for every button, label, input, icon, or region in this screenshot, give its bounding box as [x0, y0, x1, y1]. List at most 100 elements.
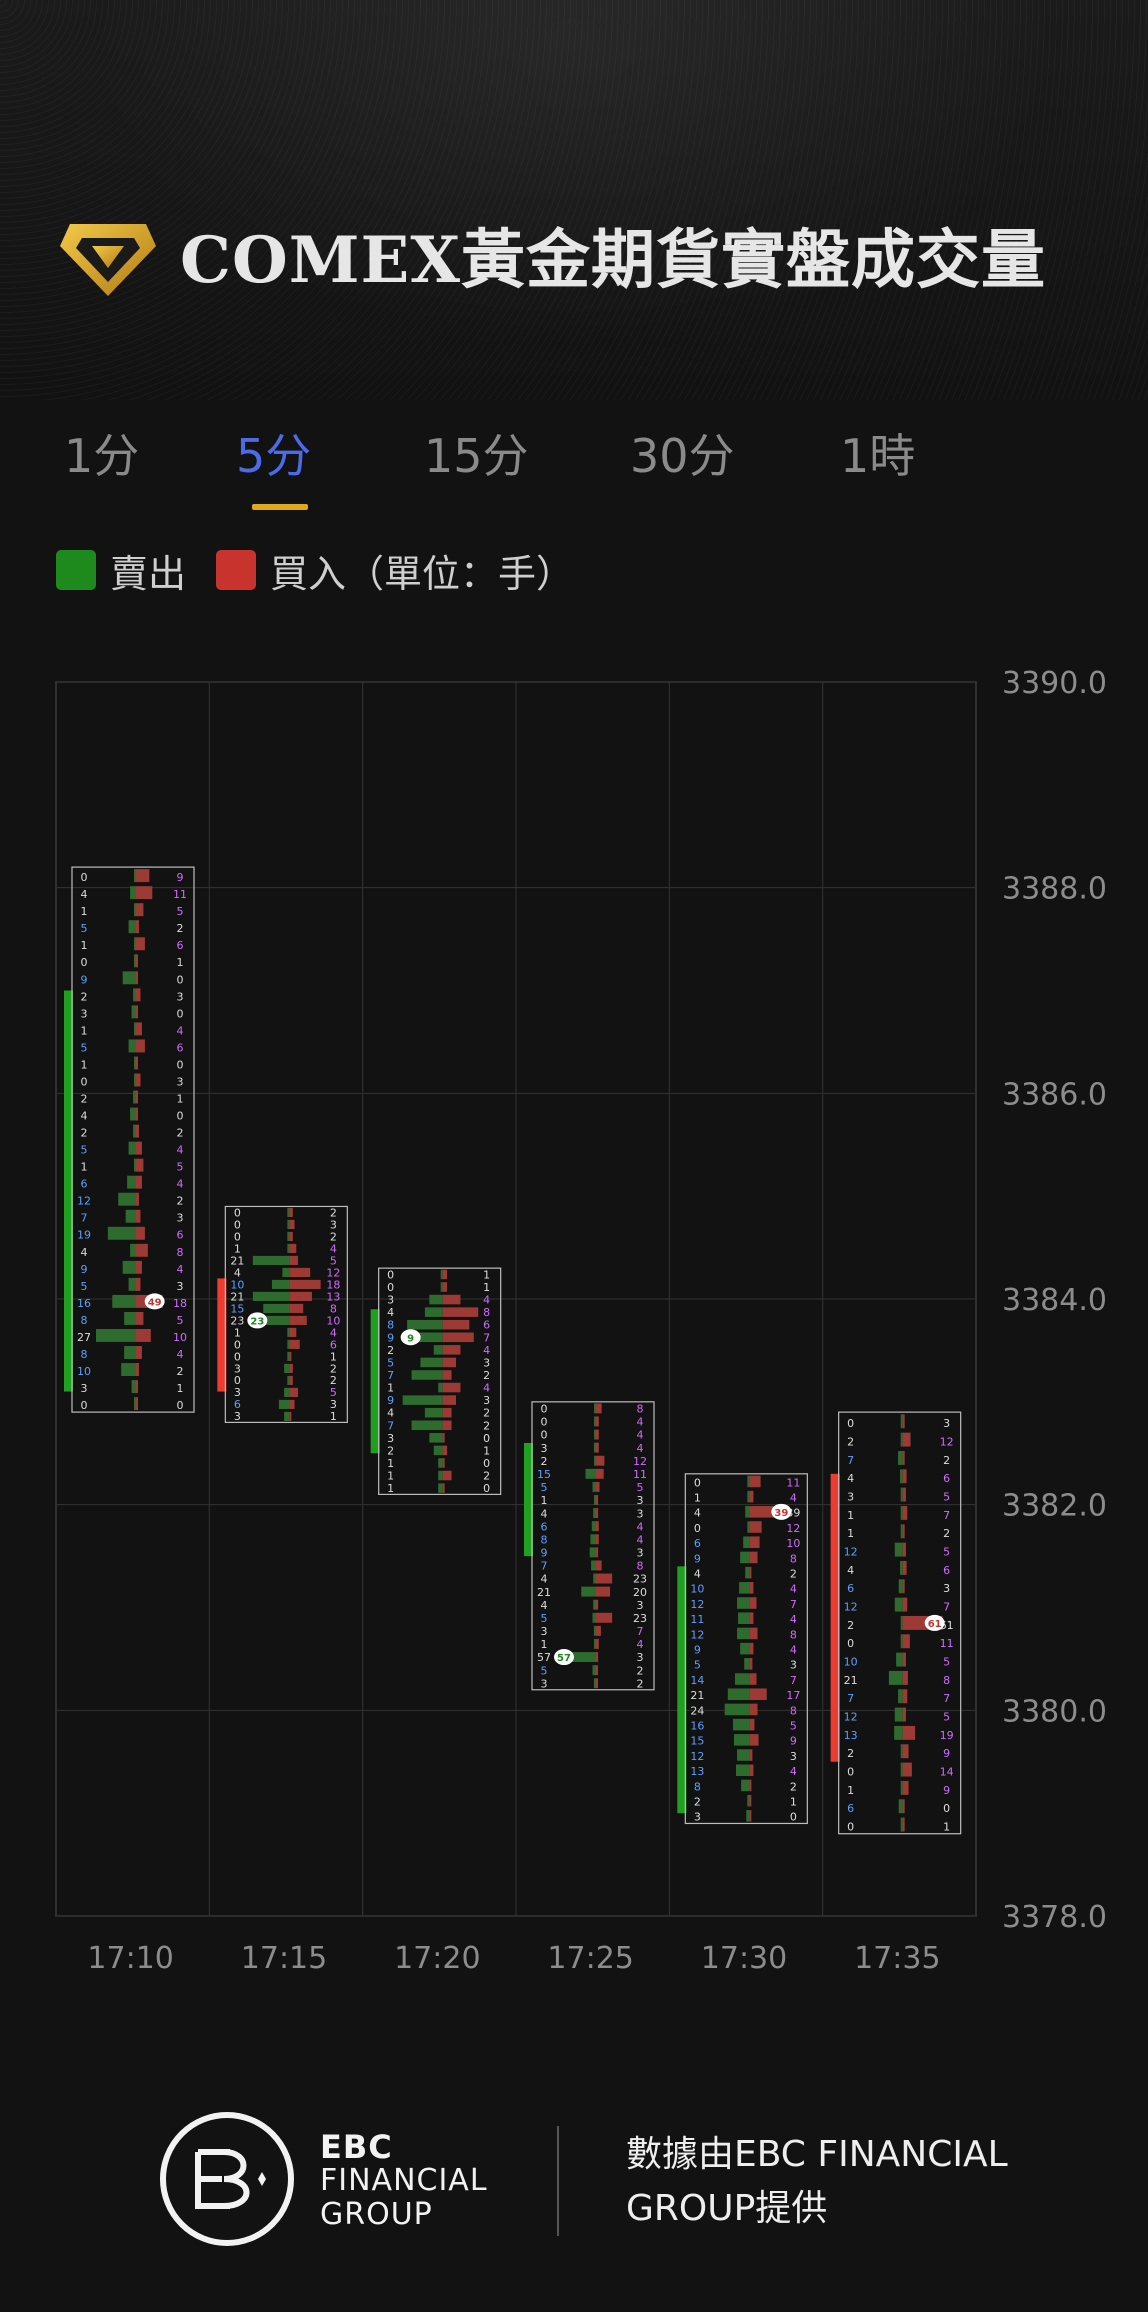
- sell-volume-label: 2: [387, 1444, 394, 1457]
- buy-volume-bar: [596, 1573, 613, 1584]
- sell-volume-label: 3: [387, 1432, 394, 1445]
- sell-volume-label: 12: [844, 1710, 858, 1723]
- buy-volume-label: 12: [940, 1435, 954, 1448]
- sell-volume-bar: [898, 1689, 903, 1704]
- tab-1m[interactable]: 1分: [64, 429, 140, 483]
- buy-volume-label: 3: [790, 1750, 797, 1763]
- sell-volume-bar: [590, 1534, 596, 1545]
- sell-volume-label: 21: [230, 1290, 244, 1303]
- buy-volume-label: 3: [177, 990, 184, 1003]
- buy-volume-label: 8: [790, 1552, 797, 1565]
- buy-volume-label: 1: [483, 1281, 490, 1294]
- sell-volume-bar: [747, 1521, 750, 1533]
- buy-volume-label: 5: [330, 1386, 337, 1399]
- sell-volume-bar: [96, 1329, 136, 1342]
- buy-volume-label: 2: [483, 1470, 490, 1483]
- footprint-box: [838, 1411, 962, 1835]
- sell-volume-label: 2: [81, 990, 88, 1003]
- sell-volume-label: 6: [694, 1537, 701, 1550]
- sell-volume-bar: [122, 971, 136, 985]
- sell-volume-label: 3: [81, 1007, 88, 1020]
- buy-volume-label: 2: [177, 1195, 184, 1208]
- sell-volume-label: 3: [234, 1410, 241, 1423]
- sell-volume-bar: [134, 1397, 136, 1411]
- buy-volume-label: 6: [177, 1041, 184, 1054]
- buy-volume-bar: [902, 1634, 910, 1649]
- sell-volume-bar: [128, 1277, 136, 1291]
- sell-volume-bar: [122, 1260, 136, 1274]
- buy-volume-bar: [442, 1395, 456, 1405]
- brand-line-1: EBC: [320, 2128, 393, 2166]
- buy-volume-bar: [136, 971, 138, 985]
- tab-5m[interactable]: 5分: [236, 429, 312, 483]
- buy-volume-bar: [136, 988, 141, 1002]
- y-tick-label: 3384.0: [1002, 1283, 1107, 1318]
- tab-15m[interactable]: 15分: [424, 429, 529, 483]
- buy-volume-label: 9: [943, 1784, 950, 1797]
- sell-volume-label: 0: [234, 1218, 241, 1231]
- sell-volume-label: 0: [234, 1338, 241, 1351]
- sell-volume-bar: [594, 1455, 596, 1466]
- buy-volume-bar: [902, 1469, 907, 1484]
- sell-volume-label: 1: [81, 905, 88, 918]
- max-volume-label: 23: [250, 1316, 264, 1327]
- candle-body: [830, 1473, 840, 1762]
- sell-volume-bar: [411, 1370, 443, 1380]
- sell-volume-label: 16: [77, 1297, 91, 1310]
- sell-volume-label: 4: [847, 1564, 854, 1577]
- sell-volume-bar: [900, 1560, 903, 1575]
- sell-volume-label: 1: [81, 1058, 88, 1071]
- sell-volume-label: 2: [541, 1455, 548, 1468]
- sell-volume-label: 24: [690, 1704, 704, 1717]
- sell-volume-label: 5: [81, 1041, 88, 1054]
- buy-volume-label: 7: [943, 1600, 950, 1613]
- buy-volume-label: 9: [943, 1747, 950, 1760]
- candle-body: [64, 990, 73, 1392]
- buy-volume-bar: [136, 1260, 142, 1274]
- buy-volume-bar: [136, 1073, 141, 1087]
- sell-volume-label: 4: [81, 888, 88, 901]
- max-volume-marker: [247, 1312, 268, 1329]
- y-tick-label: 3386.0: [1002, 1077, 1107, 1112]
- buy-volume-bar: [289, 1219, 295, 1230]
- sell-volume-label: 6: [541, 1520, 548, 1533]
- buy-volume-bar: [902, 1542, 906, 1557]
- buy-volume-bar: [442, 1307, 479, 1317]
- sell-volume-bar: [402, 1395, 443, 1405]
- legend-sell: 賣出: [56, 543, 186, 598]
- sell-volume-label: 6: [81, 1178, 88, 1191]
- buy-volume-label: 11: [173, 888, 187, 901]
- tab-1h[interactable]: 1時: [840, 429, 916, 483]
- sell-volume-bar: [593, 1625, 596, 1636]
- buy-volume-label: 8: [790, 1628, 797, 1641]
- sell-volume-label: 0: [81, 1075, 88, 1088]
- sell-volume-bar: [124, 1346, 136, 1359]
- sell-volume-label: 1: [541, 1638, 548, 1651]
- buy-volume-label: 23: [633, 1612, 647, 1625]
- buy-volume-bar: [749, 1475, 761, 1488]
- sell-volume-label: 14: [690, 1674, 704, 1687]
- sell-volume-bar: [134, 1056, 136, 1070]
- buy-volume-bar: [442, 1294, 461, 1305]
- footer: EBC FINANCIAL GROUP 數據由EBC FINANCIAL GRO…: [0, 2090, 1148, 2270]
- tab-30m[interactable]: 30分: [630, 429, 735, 483]
- buy-volume-bar: [289, 1339, 300, 1349]
- buy-volume-label: 4: [637, 1429, 644, 1442]
- buy-volume-label: 4: [790, 1765, 797, 1778]
- sell-volume-label: 10: [77, 1365, 91, 1378]
- buy-volume-bar: [596, 1547, 599, 1558]
- buy-volume-bar: [596, 1560, 602, 1571]
- sell-volume-label: 0: [694, 1522, 701, 1535]
- buy-volume-label: 2: [483, 1369, 490, 1382]
- sell-volume-bar: [134, 869, 136, 883]
- buy-volume-bar: [749, 1490, 754, 1503]
- sell-volume-label: 3: [81, 1382, 88, 1395]
- buy-volume-label: 3: [177, 1280, 184, 1293]
- sell-volume-bar: [737, 1749, 750, 1761]
- buy-volume-bar: [749, 1779, 752, 1792]
- buy-volume-bar: [749, 1642, 754, 1655]
- sell-volume-bar: [589, 1547, 596, 1558]
- buy-volume-bar: [136, 1226, 145, 1240]
- buy-volume-bar: [136, 1243, 148, 1257]
- sell-volume-label: 10: [844, 1655, 858, 1668]
